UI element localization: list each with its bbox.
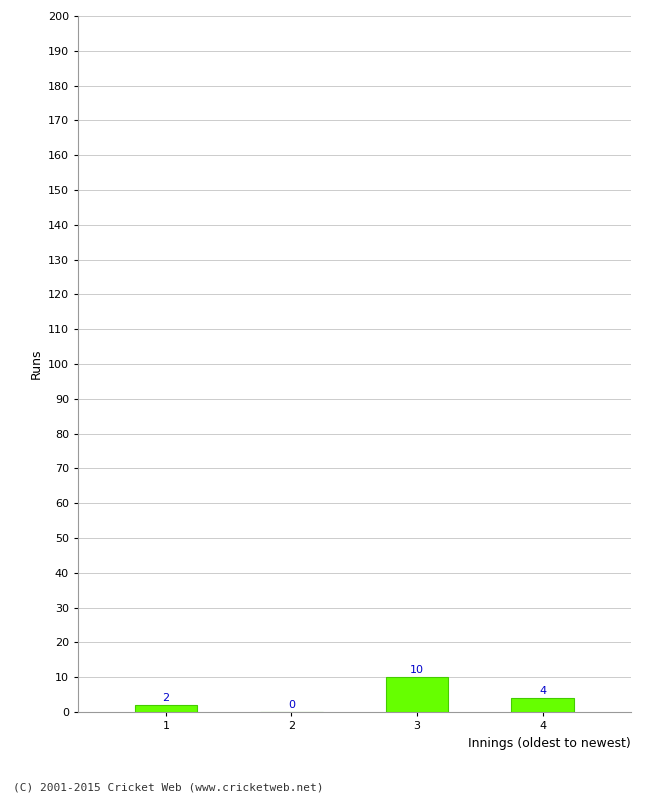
- Text: 4: 4: [539, 686, 546, 696]
- Text: 2: 2: [162, 694, 170, 703]
- Bar: [385, 677, 448, 712]
- Text: 0: 0: [288, 700, 295, 710]
- Text: (C) 2001-2015 Cricket Web (www.cricketweb.net): (C) 2001-2015 Cricket Web (www.cricketwe…: [13, 782, 324, 792]
- Bar: [135, 705, 198, 712]
- Bar: [511, 698, 574, 712]
- Text: 10: 10: [410, 666, 424, 675]
- Y-axis label: Runs: Runs: [29, 349, 42, 379]
- X-axis label: Innings (oldest to newest): Innings (oldest to newest): [468, 737, 630, 750]
